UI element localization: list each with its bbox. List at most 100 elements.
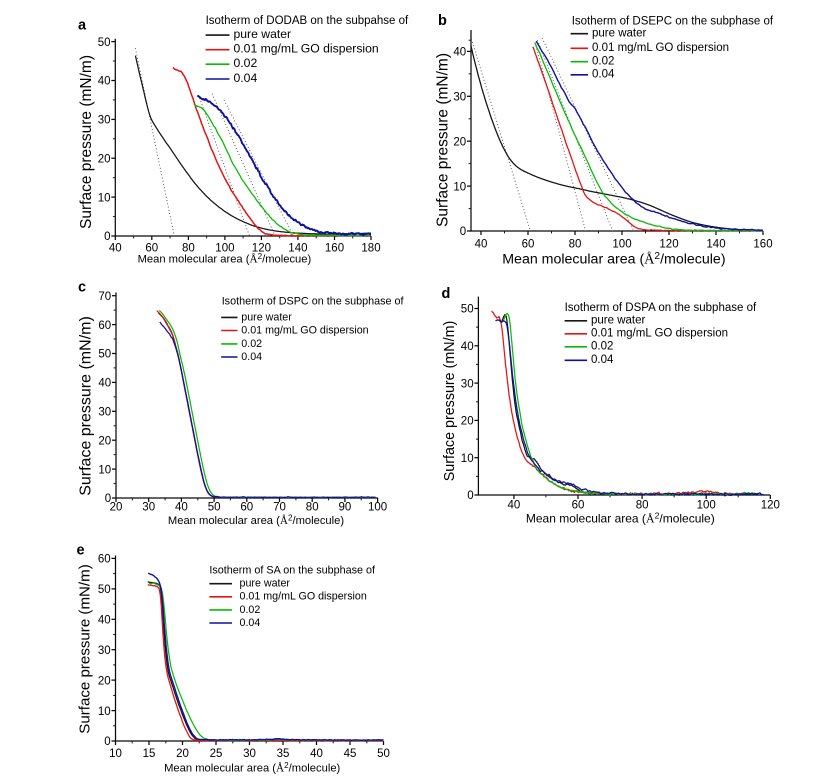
svg-text:60: 60: [522, 239, 535, 251]
svg-text:Surface pressure (mN/m): Surface pressure (mN/m): [78, 316, 95, 496]
svg-text:60: 60: [145, 243, 158, 255]
svg-text:0.01 mg/mL GO dispersion: 0.01 mg/mL GO dispersion: [234, 42, 379, 56]
svg-text:20: 20: [98, 435, 111, 447]
svg-text:Isotherm of DSEPC on the subph: Isotherm of DSEPC on the subphase of: [572, 16, 774, 28]
svg-text:Isotherm of SA on the subphase: Isotherm of SA on the subphase of: [209, 565, 376, 577]
svg-text:80: 80: [306, 502, 319, 514]
svg-text:30: 30: [98, 645, 111, 657]
svg-text:10: 10: [453, 181, 466, 193]
svg-text:pure water: pure water: [592, 28, 647, 40]
svg-text:Surface pressure (mN/m): Surface pressure (mN/m): [78, 55, 95, 229]
svg-text:160: 160: [325, 243, 344, 255]
svg-text:30: 30: [98, 115, 111, 127]
svg-text:0.02: 0.02: [241, 338, 262, 350]
svg-text:140: 140: [288, 243, 307, 255]
svg-text:Mean molecular area (Å2/molecu: Mean molecular area (Å2/molecule): [164, 761, 340, 775]
svg-text:60: 60: [572, 500, 585, 512]
svg-text:40: 40: [453, 47, 466, 59]
svg-text:100: 100: [368, 502, 387, 514]
svg-text:10: 10: [98, 464, 111, 476]
svg-text:70: 70: [273, 502, 286, 514]
svg-text:10: 10: [98, 192, 111, 204]
svg-text:Surface pressure (mN/m): Surface pressure (mN/m): [435, 53, 452, 227]
svg-text:120: 120: [659, 239, 678, 251]
svg-text:50: 50: [98, 349, 111, 361]
svg-text:50: 50: [98, 37, 111, 49]
svg-text:pure water: pure water: [241, 311, 292, 323]
svg-text:0: 0: [104, 231, 110, 243]
svg-text:0: 0: [460, 226, 466, 238]
svg-text:0.04: 0.04: [591, 354, 614, 366]
svg-text:40: 40: [461, 341, 474, 353]
svg-text:30: 30: [243, 748, 256, 760]
svg-text:0.02: 0.02: [591, 341, 613, 353]
svg-text:0: 0: [467, 490, 473, 502]
svg-text:30: 30: [142, 502, 155, 514]
svg-text:b: b: [438, 13, 447, 29]
svg-text:0.01 mg/mL GO dispersion: 0.01 mg/mL GO dispersion: [592, 42, 729, 54]
svg-text:100: 100: [612, 239, 631, 251]
svg-text:40: 40: [310, 748, 323, 760]
svg-text:20: 20: [176, 748, 189, 760]
svg-text:35: 35: [277, 748, 290, 760]
svg-text:Surface pressure (mN/m): Surface pressure (mN/m): [77, 564, 94, 733]
svg-text:40: 40: [98, 615, 111, 627]
svg-text:20: 20: [461, 416, 474, 428]
svg-text:d: d: [442, 286, 451, 302]
svg-text:pure water: pure water: [591, 315, 646, 327]
svg-text:60: 60: [98, 554, 111, 566]
svg-text:Mean molecular area (Å2/molecu: Mean molecular area (Å2/molecule): [502, 251, 725, 268]
svg-text:60: 60: [98, 320, 111, 332]
svg-text:30: 30: [98, 407, 111, 419]
svg-text:160: 160: [753, 239, 772, 251]
svg-text:Mean molecular area (Å2/molecu: Mean molecular area (Å2/molecue): [138, 252, 312, 266]
svg-text:45: 45: [344, 748, 357, 760]
svg-text:20: 20: [98, 675, 111, 687]
svg-text:180: 180: [361, 243, 380, 255]
svg-text:pure water: pure water: [240, 578, 291, 590]
svg-text:0.04: 0.04: [240, 617, 261, 629]
svg-text:20: 20: [110, 502, 123, 514]
svg-text:e: e: [77, 543, 85, 559]
svg-text:Surface pressure (mN/m): Surface pressure (mN/m): [442, 321, 458, 481]
svg-text:10: 10: [461, 453, 474, 465]
svg-text:10: 10: [98, 706, 111, 718]
svg-text:50: 50: [208, 502, 221, 514]
svg-text:0.01 mg/mL GO dispersion: 0.01 mg/mL GO dispersion: [240, 591, 367, 603]
svg-text:120: 120: [761, 500, 780, 512]
svg-text:50: 50: [98, 584, 111, 596]
svg-text:120: 120: [252, 243, 271, 255]
svg-text:0.01 mg/mL GO dispersion: 0.01 mg/mL GO dispersion: [591, 328, 728, 340]
svg-text:40: 40: [475, 239, 488, 251]
svg-text:0.04: 0.04: [234, 71, 258, 85]
svg-text:50: 50: [377, 748, 390, 760]
svg-text:40: 40: [98, 76, 111, 88]
svg-text:80: 80: [182, 243, 195, 255]
svg-text:90: 90: [339, 502, 352, 514]
svg-text:100: 100: [697, 500, 716, 512]
svg-text:Isotherm of DSPA on the subpha: Isotherm of DSPA on the subphase of: [565, 302, 757, 314]
svg-text:0.02: 0.02: [592, 56, 614, 68]
svg-text:20: 20: [98, 153, 111, 165]
svg-text:30: 30: [461, 378, 474, 390]
svg-text:80: 80: [636, 500, 649, 512]
svg-text:c: c: [78, 280, 86, 296]
svg-text:30: 30: [453, 92, 466, 104]
svg-text:70: 70: [98, 291, 111, 303]
svg-text:a: a: [78, 18, 87, 34]
svg-text:0.04: 0.04: [592, 69, 615, 81]
svg-text:60: 60: [240, 502, 253, 514]
svg-text:Isotherm of DSPC on the subpha: Isotherm of DSPC on the subphase of: [222, 296, 405, 308]
svg-text:0.04: 0.04: [241, 351, 262, 363]
svg-text:100: 100: [215, 243, 234, 255]
svg-text:0: 0: [104, 736, 110, 748]
svg-text:0.01 mg/mL GO dispersion: 0.01 mg/mL GO dispersion: [241, 324, 368, 336]
svg-text:10: 10: [109, 748, 122, 760]
svg-text:0.02: 0.02: [234, 56, 258, 70]
svg-text:40: 40: [109, 243, 122, 255]
svg-text:pure water: pure water: [234, 27, 292, 41]
svg-text:Mean molecular area (Å2/molecu: Mean molecular area (Å2/molecule): [168, 513, 344, 527]
svg-text:Isotherm of DODAB on the subpa: Isotherm of DODAB on the subpahse of: [206, 15, 409, 27]
svg-text:40: 40: [508, 500, 521, 512]
svg-text:40: 40: [98, 378, 111, 390]
